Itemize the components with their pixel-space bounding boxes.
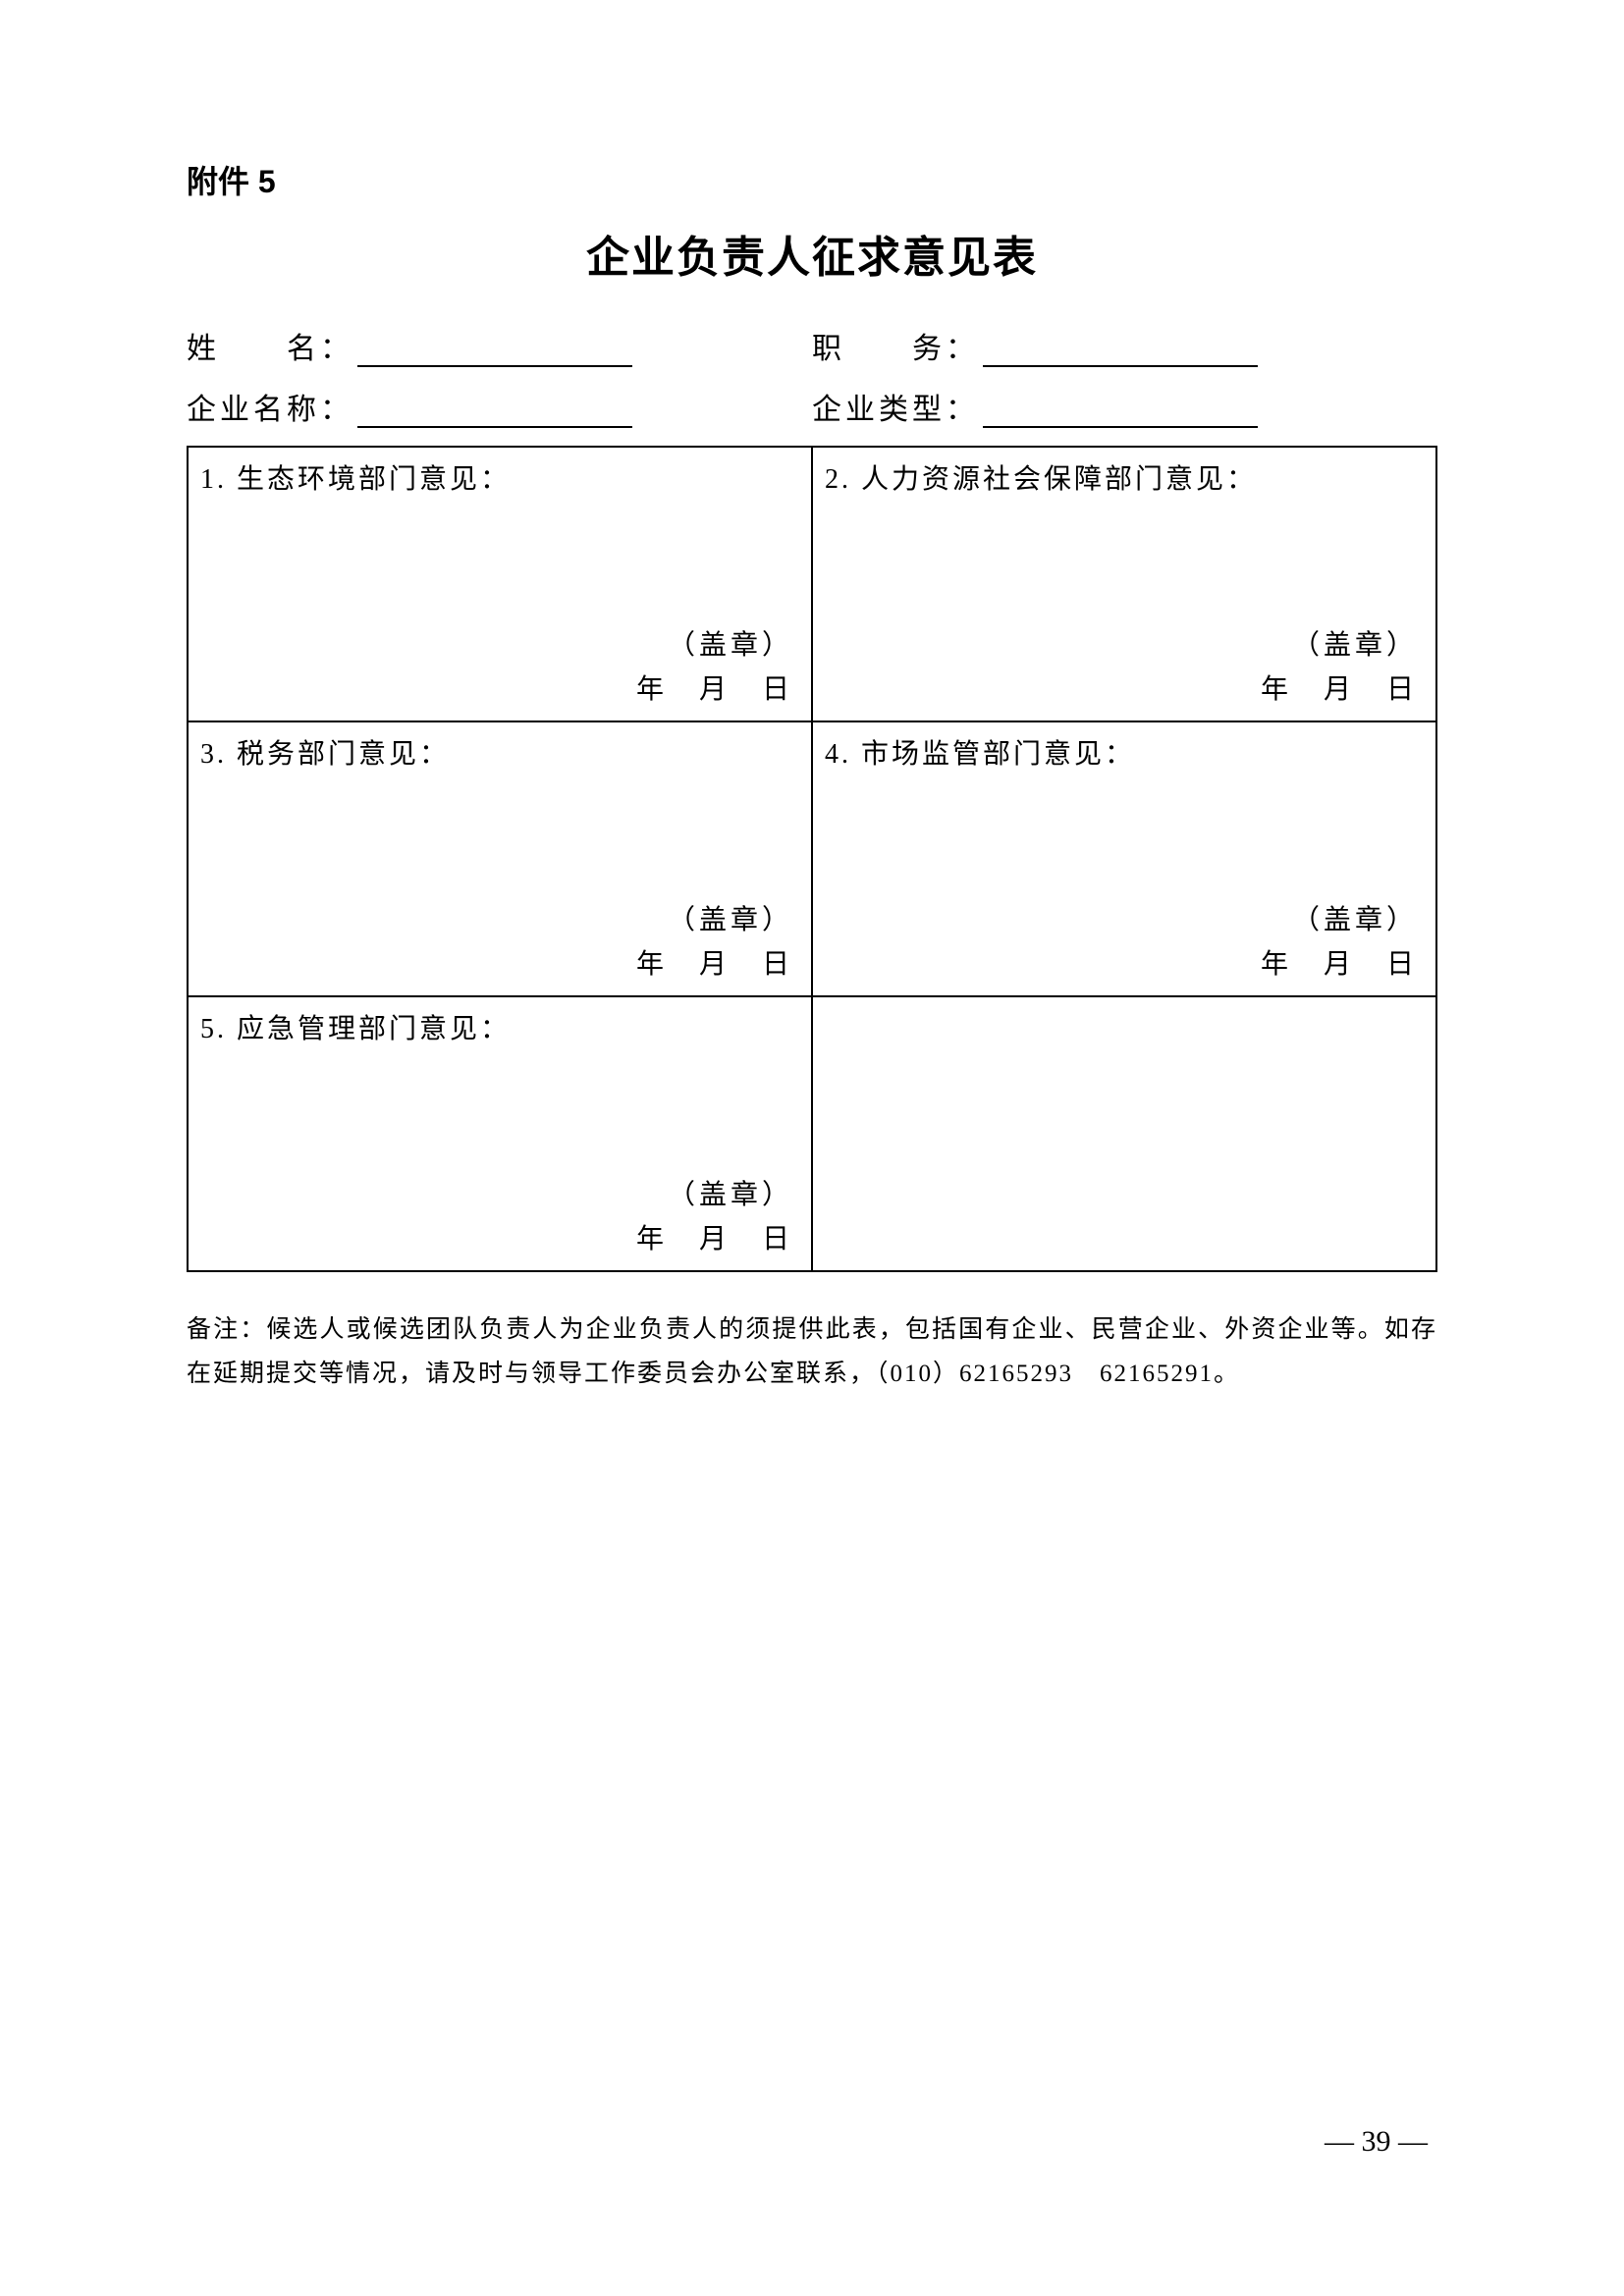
attachment-label: 附件 5 <box>187 157 1437 202</box>
info-company: 企业名称： <box>187 385 812 428</box>
input-type-line <box>983 399 1258 428</box>
page: 附件 5 企业负责人征求意见表 姓 名： 职 务： 企业名称： 企业类型： 1.… <box>0 0 1624 2296</box>
remark-text: 备注：候选人或候选团队负责人为企业负责人的须提供此表，包括国有企业、民营企业、外… <box>187 1308 1437 1396</box>
seal-4: （盖章） <box>813 899 1418 943</box>
page-title: 企业负责人征求意见表 <box>187 222 1437 285</box>
date-2: 年 月 日 <box>813 668 1418 713</box>
cell-empty <box>812 996 1436 1271</box>
info-position: 职 务： <box>812 324 1437 367</box>
cell-title-5: 5. 应急管理部门意见： <box>200 1007 799 1046</box>
cell-hr: 2. 人力资源社会保障部门意见： （盖章） 年 月 日 <box>812 447 1436 721</box>
info-row-2: 企业名称： 企业类型： <box>187 385 1437 428</box>
cell-emergency: 5. 应急管理部门意见： （盖章） 年 月 日 <box>188 996 812 1271</box>
date-3: 年 月 日 <box>189 943 793 988</box>
date-1: 年 月 日 <box>189 668 793 713</box>
cell-title-2: 2. 人力资源社会保障部门意见： <box>825 457 1424 497</box>
cell-title-3: 3. 税务部门意见： <box>200 732 799 772</box>
cell-title-1: 1. 生态环境部门意见： <box>200 457 799 497</box>
input-name-line <box>357 338 632 367</box>
date-4: 年 月 日 <box>813 943 1418 988</box>
cell-footer-2: （盖章） 年 月 日 <box>813 624 1418 713</box>
cell-footer-3: （盖章） 年 月 日 <box>189 899 793 988</box>
cell-environment: 1. 生态环境部门意见： （盖章） 年 月 日 <box>188 447 812 721</box>
page-number: — 39 — <box>1325 2125 1428 2159</box>
cell-footer-5: （盖章） 年 月 日 <box>189 1174 793 1262</box>
info-row-1: 姓 名： 职 务： <box>187 324 1437 367</box>
cell-market: 4. 市场监管部门意见： （盖章） 年 月 日 <box>812 721 1436 996</box>
input-position-line <box>983 338 1258 367</box>
label-name: 姓 名： <box>187 324 353 367</box>
info-type: 企业类型： <box>812 385 1437 428</box>
seal-5: （盖章） <box>189 1174 793 1218</box>
date-5: 年 月 日 <box>189 1218 793 1262</box>
cell-footer-1: （盖章） 年 月 日 <box>189 624 793 713</box>
cell-title-4: 4. 市场监管部门意见： <box>825 732 1424 772</box>
opinion-table: 1. 生态环境部门意见： （盖章） 年 月 日 2. 人力资源社会保障部门意见：… <box>187 446 1437 1272</box>
seal-1: （盖章） <box>189 624 793 668</box>
cell-footer-4: （盖章） 年 月 日 <box>813 899 1418 988</box>
seal-2: （盖章） <box>813 624 1418 668</box>
label-company: 企业名称： <box>187 385 353 428</box>
label-type: 企业类型： <box>812 385 979 428</box>
cell-tax: 3. 税务部门意见： （盖章） 年 月 日 <box>188 721 812 996</box>
seal-3: （盖章） <box>189 899 793 943</box>
input-company-line <box>357 399 632 428</box>
label-position: 职 务： <box>812 324 979 367</box>
info-name: 姓 名： <box>187 324 812 367</box>
